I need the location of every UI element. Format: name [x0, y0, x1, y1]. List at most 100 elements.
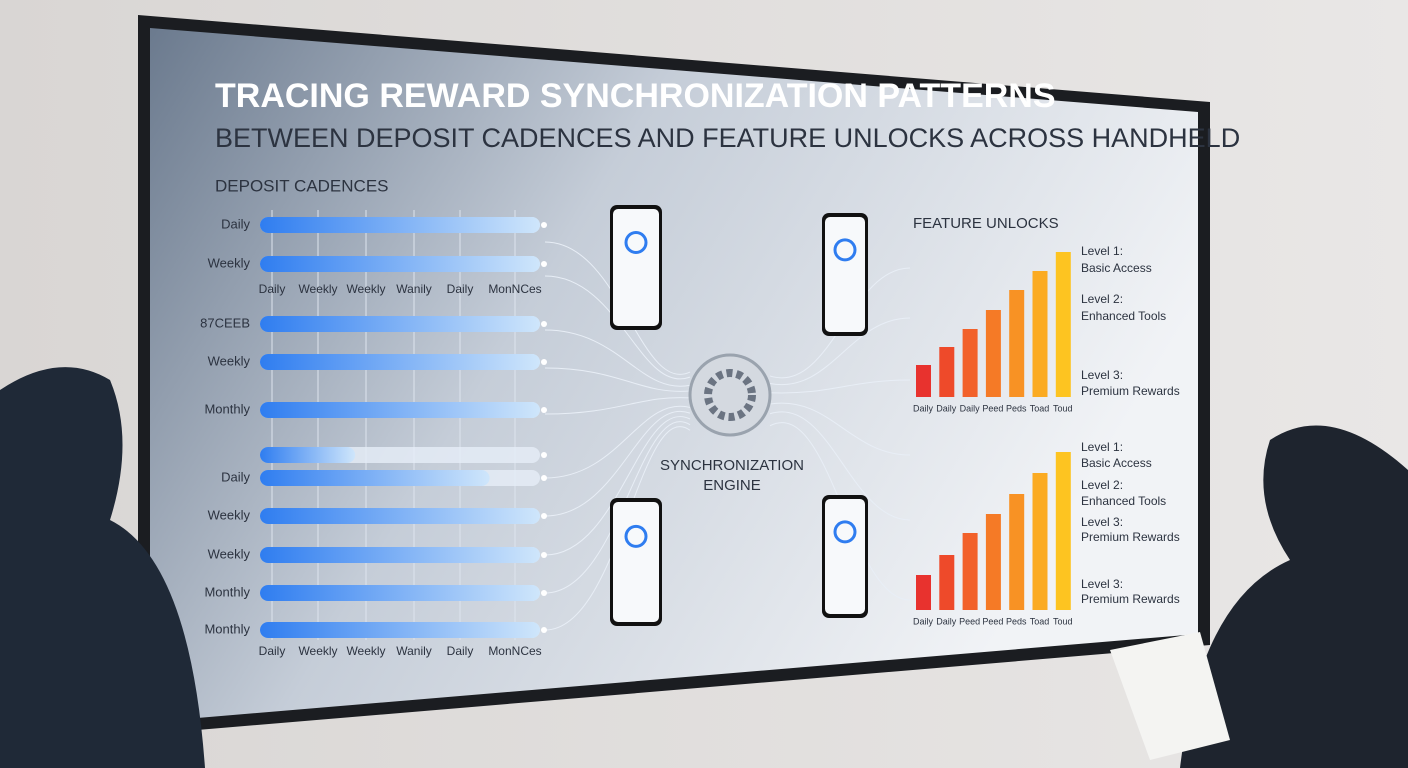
connector: [544, 397, 691, 415]
bar: [260, 402, 540, 418]
level-label: Level 3:: [1081, 368, 1123, 382]
level-label: Level 1:: [1081, 440, 1123, 454]
connector: [769, 317, 911, 386]
bar: [939, 347, 955, 397]
x-tick-label: Peds: [1006, 403, 1027, 413]
bar: [1055, 252, 1071, 397]
bar-dot: [541, 627, 547, 633]
connector: [544, 421, 691, 594]
bar-dot: [541, 359, 547, 365]
bar-dot: [541, 475, 547, 481]
bar: [260, 508, 540, 524]
x-axis-label: Daily: [447, 644, 474, 658]
connector: [769, 402, 911, 456]
bar: [985, 514, 1001, 610]
bar: [260, 547, 540, 563]
bar: [1055, 452, 1071, 610]
x-axis-label: Weekly: [346, 644, 385, 658]
engine-gear: [704, 369, 756, 421]
bar: [985, 310, 1001, 397]
viewer-right: [1180, 425, 1408, 768]
x-axis-label: Weekly: [298, 644, 337, 658]
x-tick-label: Peed: [959, 616, 980, 626]
row-label: Monthly: [204, 621, 250, 636]
connector: [769, 379, 911, 394]
x-tick-label: Toud: [1053, 616, 1073, 626]
level-label: Level 3:: [1081, 515, 1123, 529]
level-name: Basic Access: [1081, 456, 1152, 470]
left-chart-title: DEPOSIT CADENCES: [215, 176, 389, 195]
level-name: Basic Access: [1081, 261, 1152, 275]
phone-screen: [825, 499, 865, 614]
x-axis-label: Daily: [259, 644, 286, 658]
phone-screen: [613, 502, 659, 622]
x-tick-label: Peed: [982, 616, 1003, 626]
level-name: Premium Rewards: [1081, 592, 1180, 606]
bar-dot: [541, 321, 547, 327]
bar-dot: [541, 552, 547, 558]
x-tick-label: Toad: [1030, 403, 1050, 413]
connector: [544, 410, 691, 517]
subtitle: BETWEEN DEPOSIT CADENCES AND FEATURE UNL…: [215, 123, 1240, 153]
phone-ring: [833, 520, 857, 544]
level-name: Enhanced Tools: [1081, 494, 1166, 508]
bar: [962, 533, 978, 610]
connector: [544, 416, 691, 556]
level-label: Level 3:: [1081, 577, 1123, 591]
bar: [260, 470, 490, 486]
row-label: Monthly: [204, 584, 250, 599]
engine: [688, 353, 772, 437]
bar: [1009, 290, 1025, 397]
paper: [1110, 632, 1230, 760]
bar: [962, 329, 978, 397]
right-chart-title: FEATURE UNLOCKS: [913, 215, 1059, 232]
x-tick-label: Peds: [1006, 616, 1027, 626]
connector: [769, 411, 911, 521]
bar: [260, 585, 540, 601]
x-tick-label: Toud: [1053, 403, 1073, 413]
row-label: 87CEEB: [200, 315, 250, 330]
bar-dot: [541, 452, 547, 458]
level-label: Level 2:: [1081, 292, 1123, 306]
connector: [544, 405, 691, 479]
bar: [1032, 473, 1048, 610]
bar: [260, 256, 540, 272]
connector: [544, 275, 691, 380]
title: TRACING REWARD SYNCHRONIZATION PATTERNS: [215, 77, 1056, 115]
row-label: Monthly: [204, 401, 250, 416]
row-label: Weekly: [208, 255, 251, 270]
bar: [260, 447, 356, 463]
viewer-left: [0, 367, 205, 768]
row-label: Daily: [221, 216, 250, 231]
bar: [1032, 271, 1048, 397]
connector: [544, 329, 691, 387]
bar: [916, 575, 931, 610]
row-label: Weekly: [208, 507, 251, 522]
bar: [260, 316, 540, 332]
bar: [260, 354, 540, 370]
bar: [260, 622, 540, 638]
bar-dot: [541, 222, 547, 228]
x-axis-label: Weekly: [346, 282, 385, 296]
row-label: Weekly: [208, 353, 251, 368]
level-label: Level 2:: [1081, 478, 1123, 492]
bar: [939, 555, 955, 610]
x-axis-label: Daily: [259, 282, 286, 296]
bar-dot: [541, 261, 547, 267]
level-name: Enhanced Tools: [1081, 309, 1166, 323]
phone-screen: [825, 217, 865, 332]
x-tick-label: Daily: [913, 403, 934, 413]
bar: [1009, 494, 1025, 610]
x-axis-label: MonNCes: [488, 644, 541, 658]
phone-screen: [613, 209, 659, 326]
bar: [916, 365, 931, 397]
phone-ring: [833, 238, 857, 262]
connector: [544, 367, 691, 392]
x-axis-label: Weekly: [298, 282, 337, 296]
x-tick-label: Daily: [936, 403, 957, 413]
bar: [260, 217, 540, 233]
x-tick-label: Peed: [982, 403, 1003, 413]
row-label: Weekly: [208, 546, 251, 561]
engine-label: ENGINE: [703, 477, 761, 494]
